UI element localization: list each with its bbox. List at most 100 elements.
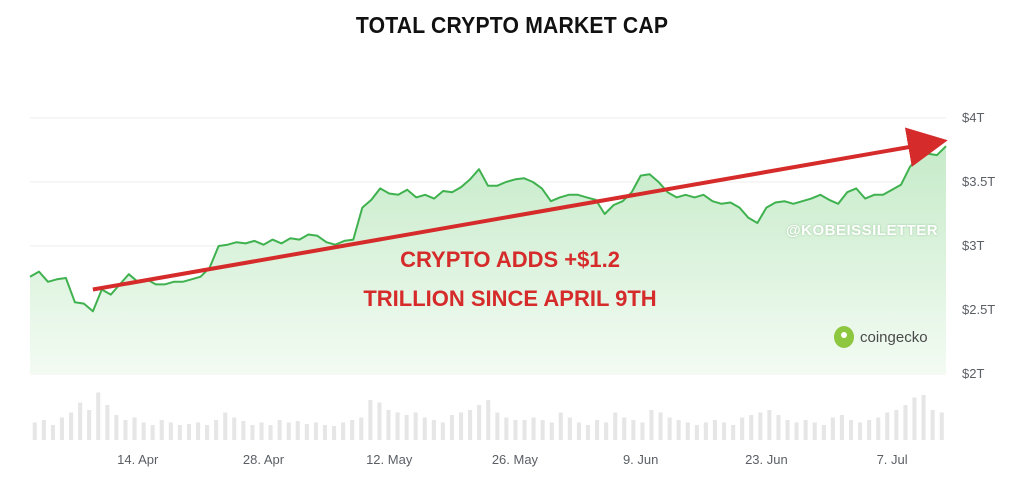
volume-bar	[504, 417, 509, 440]
volume-bar	[585, 425, 590, 440]
volume-bar	[576, 422, 581, 440]
watermark: @KOBEISSILETTER	[786, 222, 939, 239]
volume-bar	[812, 422, 817, 440]
volume-bar	[676, 420, 681, 440]
volume-bar	[459, 412, 464, 440]
volume-bar	[168, 422, 173, 440]
volume-bar	[350, 420, 355, 440]
volume-bar	[830, 417, 835, 440]
volume-bar	[59, 417, 64, 440]
volume-bar	[223, 412, 228, 440]
volume-bar	[468, 410, 473, 440]
x-tick-label: 12. May	[366, 452, 413, 467]
x-tick-label: 26. May	[491, 452, 539, 467]
volume-bar	[821, 425, 826, 440]
volume-bar	[776, 415, 781, 440]
volume-bar	[431, 420, 436, 440]
volume-bar	[595, 420, 600, 440]
volume-bar	[186, 424, 191, 440]
volume-bar	[631, 420, 636, 440]
x-tick-label: 9. Jun	[622, 452, 659, 467]
volume-bar	[785, 420, 790, 440]
volume-bar	[894, 410, 899, 440]
volume-bar	[549, 422, 554, 440]
y-tick-label: $2.5T	[962, 302, 996, 317]
x-tick-label: 14. Apr	[117, 452, 159, 467]
volume-bar	[295, 421, 300, 440]
volume-bar	[177, 425, 182, 440]
volume-bar	[69, 412, 74, 440]
annotation-line-2: TRILLION SINCE APRIL 9TH	[363, 286, 657, 311]
chart-title: TOTAL CRYPTO MARKET CAP	[355, 12, 669, 38]
volume-bar	[495, 412, 500, 440]
volume-bar	[359, 417, 364, 440]
volume-bar	[50, 425, 55, 440]
volume-bar	[105, 405, 110, 440]
volume-bar	[404, 415, 409, 440]
volume-bar	[78, 402, 83, 440]
volume-bar	[395, 412, 400, 440]
volume-bar	[912, 397, 917, 440]
volume-bar	[159, 420, 164, 440]
volume-bar	[667, 417, 672, 440]
y-tick-label: $3T	[962, 238, 985, 253]
volume-bar	[531, 417, 536, 440]
volume-bar	[304, 424, 309, 440]
volume-bar	[749, 415, 754, 440]
volume-bar	[368, 400, 373, 440]
volume-bar	[96, 392, 101, 440]
volume-bar	[341, 422, 346, 440]
volume-bar	[123, 420, 128, 440]
volume-bar	[322, 425, 327, 440]
y-tick-label: $4T	[962, 110, 985, 125]
volume-bar	[422, 417, 427, 440]
x-tick-label: 7. Jul	[876, 452, 908, 467]
volume-bar	[386, 410, 391, 440]
volume-bar	[440, 422, 445, 440]
volume-bar	[939, 412, 944, 440]
volume-bar	[268, 425, 273, 440]
brand-name: coingecko	[860, 328, 928, 346]
y-tick-label: $2T	[962, 366, 985, 381]
volume-bar	[803, 420, 808, 440]
volume-bar	[930, 410, 935, 440]
volume-bar	[232, 417, 237, 440]
market-cap-line	[29, 145, 947, 313]
volume-bar	[41, 420, 46, 440]
volume-bar	[332, 426, 337, 440]
volume-bar	[32, 422, 37, 440]
volume-bar	[205, 425, 210, 440]
volume-bar	[794, 422, 799, 440]
volume-bar	[150, 425, 155, 440]
volume-bar	[849, 420, 854, 440]
volume-bar	[132, 417, 137, 440]
volume-bar	[277, 420, 282, 440]
volume-bar	[722, 422, 727, 440]
volume-bar	[649, 410, 654, 440]
volume-bar	[694, 425, 699, 440]
volume-bar	[712, 420, 717, 440]
volume-bar	[477, 405, 482, 440]
volume-bar	[876, 417, 881, 440]
volume-bar	[867, 420, 872, 440]
volume-bar	[558, 412, 563, 440]
volume-bar	[241, 421, 246, 440]
volume-bar	[767, 410, 772, 440]
volume-bar	[703, 422, 708, 440]
volume-bar	[114, 415, 119, 440]
volume-bar	[604, 422, 609, 440]
volume-bar	[885, 412, 890, 440]
volume-bar	[758, 412, 763, 440]
volume-bar	[87, 410, 92, 440]
volume-bar	[858, 422, 863, 440]
y-tick-label: $3.5T	[962, 174, 996, 189]
volume-bar	[921, 395, 926, 440]
volume-bar	[259, 422, 264, 440]
volume-bar	[613, 412, 618, 440]
x-tick-label: 28. Apr	[242, 452, 285, 467]
trend-arrow	[92, 127, 948, 292]
volume-bar	[522, 420, 527, 440]
volume-bar	[622, 417, 627, 440]
volume-bar	[449, 415, 454, 440]
volume-bar	[286, 422, 291, 440]
